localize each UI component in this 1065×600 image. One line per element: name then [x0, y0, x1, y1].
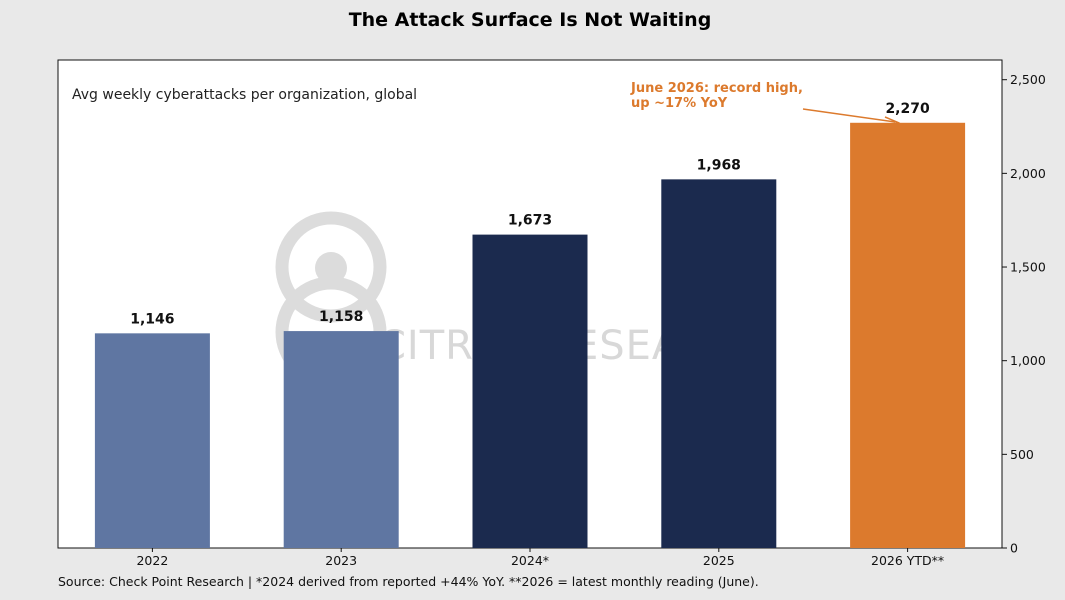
watermark-head: [315, 252, 347, 284]
annotation-arrow-line: [802, 108, 896, 123]
x-tick-label: 2025: [703, 553, 735, 568]
bars: [94, 122, 966, 548]
bar-value-labels: 1,146 1,158 1,673 1,968 2,270: [130, 101, 930, 328]
x-tick-label: 2023: [325, 553, 357, 568]
annotation-line-2: up ~17% YoY: [631, 96, 728, 111]
y-tick-label: 1,000: [1010, 353, 1046, 368]
y-tick-label: 0: [1010, 541, 1018, 556]
y-tick-label: 2,000: [1010, 166, 1046, 181]
annotation-line-1: June 2026: record high,: [630, 81, 803, 96]
bar: [283, 331, 399, 548]
bar-value-label: 1,146: [130, 311, 174, 327]
bar-value-label: 1,158: [319, 309, 363, 325]
bar-value-label: 1,673: [508, 213, 552, 229]
y-tick-label: 1,500: [1010, 260, 1046, 275]
source-note: Source: Check Point Research | *2024 der…: [58, 574, 759, 589]
x-tick-label: 2024*: [511, 553, 549, 568]
bar: [94, 333, 210, 548]
annotation-arrow-head: [884, 116, 901, 127]
bar: [472, 234, 588, 548]
x-tick-label: 2026 YTD**: [871, 553, 944, 568]
y-axis: 0 500 1,000 1,500 2,000 2,500: [1002, 72, 1046, 556]
bar-value-label: 1,968: [697, 157, 741, 173]
bar: [661, 179, 777, 548]
bar: [850, 122, 966, 548]
watermark-ring: [275, 211, 387, 323]
chart-title: The Attack Surface Is Not Waiting: [349, 9, 712, 31]
y-tick-label: 2,500: [1010, 72, 1046, 87]
x-axis: 2022 2023 2024* 2025 2026 YTD**: [136, 548, 944, 568]
annotation: June 2026: record high, up ~17% YoY: [630, 81, 901, 127]
y-tick-label: 500: [1010, 447, 1034, 462]
x-tick-label: 2022: [136, 553, 168, 568]
chart-subtitle: Avg weekly cyberattacks per organization…: [72, 87, 417, 103]
bar-value-label: 2,270: [885, 101, 930, 117]
